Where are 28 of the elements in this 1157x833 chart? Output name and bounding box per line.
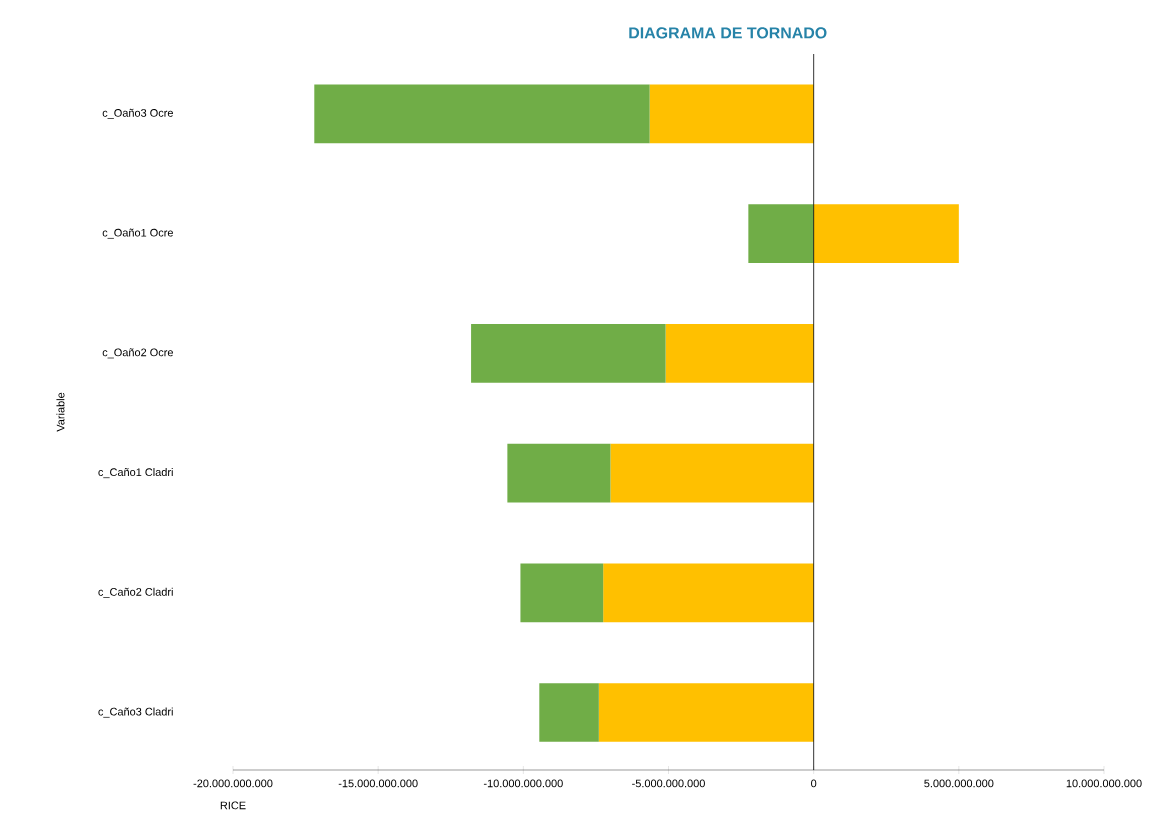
x-axis-title: RICE <box>220 801 246 810</box>
x-tick-label: 10.000.000.000 <box>1066 779 1142 788</box>
bar <box>507 443 611 503</box>
x-tick-label: -15.000.000.000 <box>338 779 418 788</box>
chart-title: DIAGRAMA DE TORNADO <box>629 27 827 39</box>
y-tick-label: c_Caño2 Cladri <box>98 587 173 598</box>
y-tick-label: c_Oaño1 Ocre <box>102 228 173 239</box>
bar <box>665 324 814 383</box>
bar <box>813 204 959 263</box>
bar <box>598 683 814 742</box>
bar <box>539 683 599 742</box>
y-tick-label: c_Oaño2 Ocre <box>102 348 173 359</box>
bar <box>314 84 650 144</box>
y-tick-label: c_Caño3 Cladri <box>98 707 173 718</box>
bar <box>471 324 666 383</box>
y-tick-label: c_Caño1 Cladri <box>98 468 173 479</box>
bar <box>520 563 604 623</box>
bar <box>610 443 814 503</box>
y-axis-title: Variable <box>56 392 65 432</box>
y-tick-label: c_Oaño3 Ocre <box>102 108 173 119</box>
x-tick-label: 0 <box>811 779 817 788</box>
bar <box>748 204 814 263</box>
bar <box>603 563 814 623</box>
x-tick-label: -10.000.000.000 <box>483 779 563 788</box>
x-tick-label: 5.000.000.000 <box>924 779 994 788</box>
x-tick-label: -5.000.000.000 <box>632 779 705 788</box>
bar <box>649 84 814 144</box>
x-tick-label: -20.000.000.000 <box>193 779 273 788</box>
